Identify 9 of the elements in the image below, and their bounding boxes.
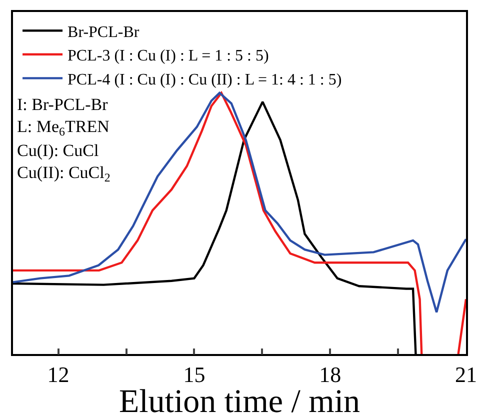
- legend-label: PCL-3 (I : Cu (I) : L = 1 : 5 : 5): [68, 48, 269, 65]
- x-tick-label: 12: [47, 362, 70, 388]
- annotation: Cu(II): CuCl$_{2}$: [17, 163, 110, 185]
- x-tick-label: 21: [455, 362, 477, 388]
- annotation: L: Me$_{6}$TREN: [17, 117, 110, 139]
- legend-label: PCL-4 (I : Cu (I) : Cu (II) : L = 1: 4 : 1 : 5): [68, 71, 342, 88]
- annotation: Cu(I): CuCl: [17, 141, 99, 160]
- legend-label: Br-PCL-Br: [68, 24, 140, 41]
- annotation: I: Br-PCL-Br: [17, 95, 108, 114]
